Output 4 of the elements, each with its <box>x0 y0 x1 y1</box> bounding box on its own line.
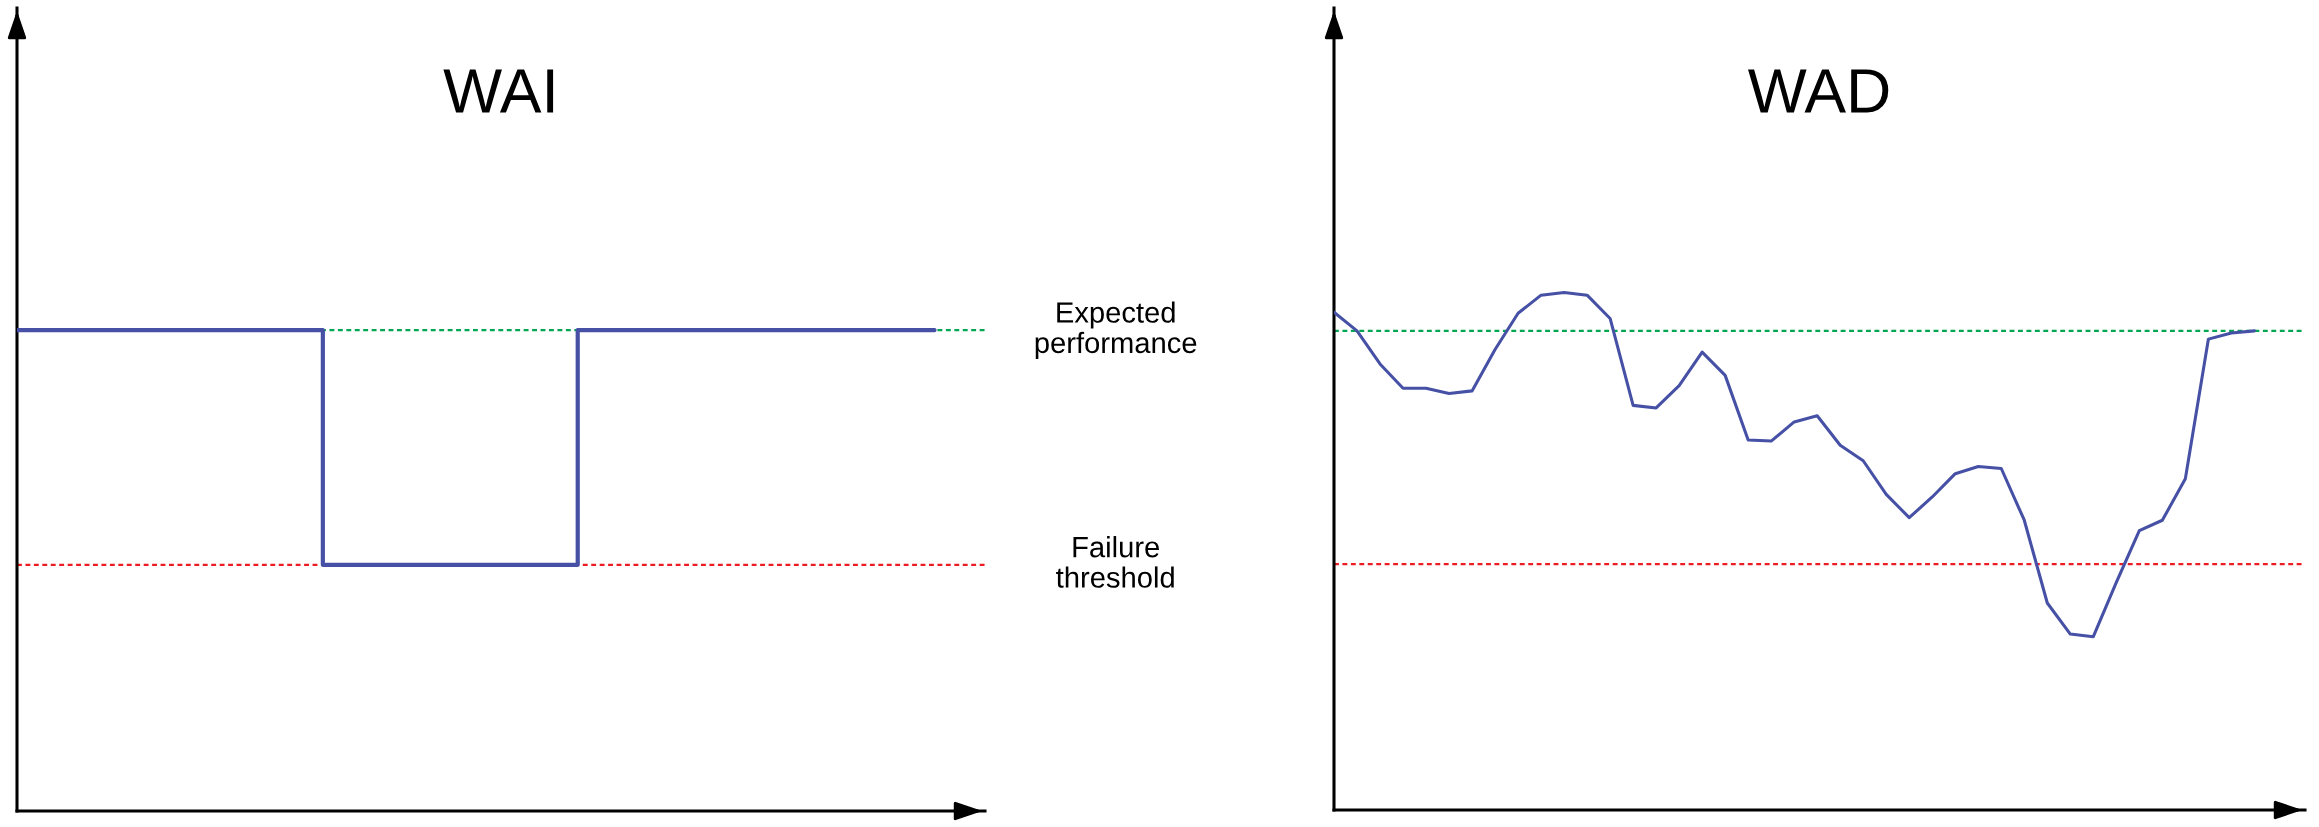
chart-title: WAI <box>443 69 554 113</box>
ref-line-label: Expected performance <box>1035 301 1197 359</box>
ref-line-label: Failure threshold <box>1056 536 1174 588</box>
chart-title: WAD <box>1748 69 1889 113</box>
